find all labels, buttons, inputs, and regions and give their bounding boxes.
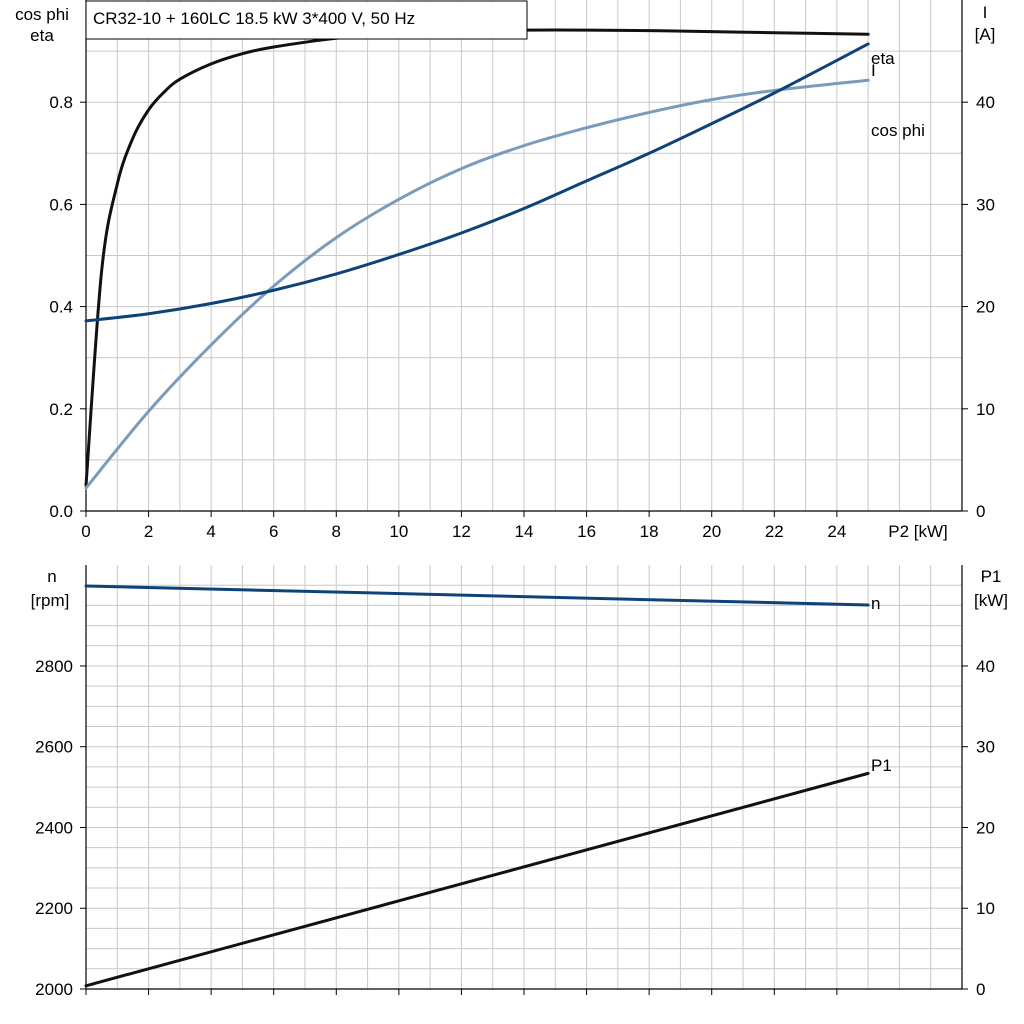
right-axis-label-line2: [A] xyxy=(975,25,996,44)
y-right-tick-label: 40 xyxy=(976,93,995,112)
i-series-label: I xyxy=(871,61,876,80)
x-tick-label: 22 xyxy=(765,522,784,541)
y-right-tick-label: 10 xyxy=(976,899,995,918)
y-right-tick-label: 30 xyxy=(976,195,995,214)
x-tick-label: 0 xyxy=(81,522,90,541)
y-left-tick-label: 0.4 xyxy=(49,298,73,317)
x-axis-label: P2 [kW] xyxy=(888,522,948,541)
title-box xyxy=(85,0,528,40)
n-series-label: n xyxy=(871,594,880,613)
y-right-tick-label: 30 xyxy=(976,738,995,757)
y-right-tick-label: 0 xyxy=(976,980,985,999)
bottom-curves xyxy=(84,584,870,988)
p1-curve xyxy=(84,771,870,988)
x-tick-label: 8 xyxy=(332,522,341,541)
x-tick-label: 4 xyxy=(206,522,215,541)
y-right-tick-label: 10 xyxy=(976,400,995,419)
y-right-tick-label: 40 xyxy=(976,657,995,676)
p1-axis-label-line2: [kW] xyxy=(974,591,1008,610)
bottom-panel: 2000 2200 2400 2600 2800 0 10 20 30 40 n [rpm] P1… xyxy=(31,565,1008,999)
y-left-tick-label: 0.8 xyxy=(49,93,73,112)
y-right-tick-label: 0 xyxy=(976,502,985,521)
title-text: CR32-10 + 160LC 18.5 kW 3*400 V, 50 Hz xyxy=(93,9,415,28)
y-left-tick-label: 0.2 xyxy=(49,400,73,419)
x-tick-label: 16 xyxy=(577,522,596,541)
p1-series-label: P1 xyxy=(871,756,892,775)
y-left-tick-label: 0.0 xyxy=(49,502,73,521)
x-tick-label: 12 xyxy=(452,522,471,541)
x-tick-label: 20 xyxy=(702,522,721,541)
n-axis-label-line2: [rpm] xyxy=(31,591,70,610)
top-panel: 0 2 4 6 8 10 12 14 16 18 20 22 240.00.20.40.60.80102… xyxy=(15,0,995,541)
y-left-tick-label: 2000 xyxy=(35,980,73,999)
left-axis-label-line2: eta xyxy=(30,26,54,45)
n-axis-label-line1: n xyxy=(47,567,56,586)
x-tick-label: 2 xyxy=(144,522,153,541)
y-left-tick-label: 2200 xyxy=(35,899,73,918)
bottom-axes xyxy=(80,565,968,995)
eta-series-label: eta xyxy=(871,49,895,68)
n-curve xyxy=(84,584,870,607)
x-tick-label: 10 xyxy=(389,522,408,541)
cos-phi-curve xyxy=(84,78,870,490)
x-tick-label: 24 xyxy=(827,522,846,541)
y-left-tick-label: 2400 xyxy=(35,818,73,837)
x-tick-label: 18 xyxy=(640,522,659,541)
eta-curve xyxy=(84,28,870,487)
top-tick-labels: 0 2 4 6 8 10 12 14 16 18 20 22 240.00.20.40.60.80102… xyxy=(49,93,995,541)
i-curve xyxy=(84,42,870,323)
y-right-tick-label: 20 xyxy=(976,818,995,837)
y-left-tick-label: 2800 xyxy=(35,657,73,676)
cos-phi-series-label: cos phi xyxy=(871,121,925,140)
y-right-tick-label: 20 xyxy=(976,298,995,317)
right-axis-label-line1: I xyxy=(983,3,988,22)
top-curves xyxy=(84,28,870,490)
y-left-tick-label: 0.6 xyxy=(49,195,73,214)
top-grid xyxy=(86,0,962,511)
x-tick-label: 14 xyxy=(515,522,534,541)
bottom-tick-labels: 2000 2200 2400 2600 2800 0 10 20 30 40 xyxy=(35,657,995,999)
x-tick-label: 6 xyxy=(269,522,278,541)
p1-axis-label-line1: P1 xyxy=(981,567,1002,586)
bottom-grid xyxy=(86,565,962,989)
left-axis-label-line1: cos phi xyxy=(15,5,69,24)
top-axes xyxy=(80,0,968,517)
y-left-tick-label: 2600 xyxy=(35,738,73,757)
